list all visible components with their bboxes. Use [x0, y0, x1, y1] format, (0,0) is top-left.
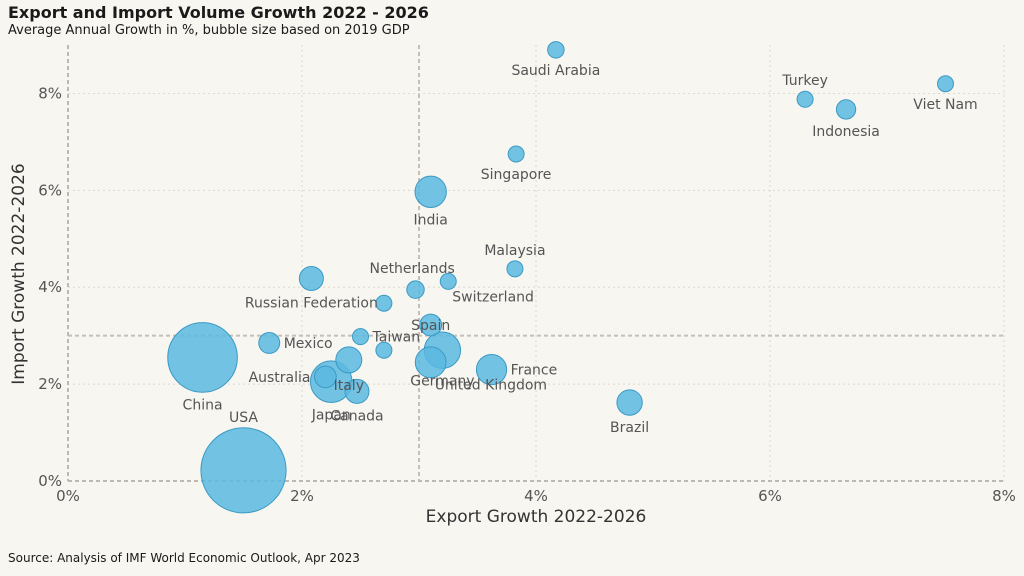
- bubble[interactable]: [352, 328, 369, 346]
- bubble-label: Germany: [410, 373, 474, 389]
- bubble-label: France: [511, 363, 558, 379]
- bubble[interactable]: [344, 378, 370, 404]
- x-tick-label: 4%: [524, 487, 548, 505]
- bubble[interactable]: [937, 75, 954, 93]
- bubble-label: Australia: [249, 370, 311, 386]
- bubble[interactable]: [475, 353, 508, 386]
- x-tick-label: 2%: [290, 487, 314, 505]
- bubble-label: Russian Federation: [245, 295, 378, 311]
- bubble[interactable]: [375, 294, 393, 312]
- bubble-label: Saudi Arabia: [511, 63, 600, 79]
- grid-layer: [67, 45, 1005, 482]
- y-tick-label: 0%: [38, 472, 62, 490]
- tick-layer: 0% 2% 4% 6% 8% 0% 2% 4% 6% 8%: [38, 84, 1016, 505]
- bubble[interactable]: [314, 365, 337, 389]
- bubble[interactable]: [414, 175, 447, 208]
- y-axis-title: Import Growth 2022-2026: [9, 163, 29, 384]
- bubble-label: Taiwan: [372, 330, 421, 346]
- y-tick-label: 2%: [38, 375, 62, 393]
- x-tick-label: 6%: [758, 487, 782, 505]
- x-tick-label: 0%: [56, 487, 80, 505]
- bubble[interactable]: [167, 322, 238, 393]
- bubble[interactable]: [406, 280, 425, 299]
- bubble-label: Spain: [411, 318, 450, 334]
- bubble-label: Turkey: [781, 73, 828, 89]
- x-tick-label: 8%: [992, 487, 1016, 505]
- bubble[interactable]: [796, 90, 814, 108]
- bubble[interactable]: [616, 389, 643, 416]
- x-axis-title: Export Growth 2022-2026: [426, 507, 647, 527]
- bubble[interactable]: [547, 41, 565, 59]
- label-layer: USA China Japan Germany India United KingdomF…: [183, 63, 978, 436]
- chart-title: Export and Import Volume Growth 2022 - 2…: [8, 3, 429, 22]
- chart-subtitle: Average Annual Growth in %, bubble size …: [8, 23, 410, 38]
- bubble[interactable]: [335, 346, 363, 374]
- bubble-layer: [167, 41, 954, 514]
- y-tick-label: 6%: [38, 181, 62, 199]
- bubble-label: Brazil: [610, 420, 649, 436]
- bubble[interactable]: [414, 346, 447, 379]
- bubble-label: Mexico: [284, 336, 333, 352]
- bubble-label: Malaysia: [484, 243, 545, 259]
- bubble[interactable]: [375, 341, 393, 359]
- bubble-label: Italy: [334, 378, 364, 394]
- bubble[interactable]: [298, 266, 324, 291]
- bubble-label: Netherlands: [369, 261, 454, 277]
- bubble-label: Japan: [311, 407, 351, 423]
- bubble[interactable]: [835, 99, 857, 120]
- bubble[interactable]: [439, 272, 457, 290]
- bubble-label: Singapore: [481, 167, 552, 183]
- bubble-label: Canada: [330, 408, 383, 424]
- bubble-label: Indonesia: [812, 124, 880, 140]
- bubble[interactable]: [200, 427, 287, 514]
- bubble-label: Viet Nam: [913, 97, 977, 113]
- y-tick-label: 8%: [38, 84, 62, 102]
- bubble[interactable]: [419, 313, 443, 337]
- bubble-label: USA: [229, 410, 258, 426]
- bubble-label: United Kingdom: [435, 378, 547, 394]
- bubble-label: India: [414, 212, 448, 228]
- bubble-label: China: [183, 397, 223, 413]
- bubble[interactable]: [506, 260, 524, 278]
- source-note: Source: Analysis of IMF World Economic O…: [8, 551, 360, 565]
- y-tick-label: 4%: [38, 278, 62, 296]
- bubble[interactable]: [258, 331, 281, 354]
- bubble[interactable]: [507, 145, 525, 163]
- bubble-label: Switzerland: [452, 289, 534, 305]
